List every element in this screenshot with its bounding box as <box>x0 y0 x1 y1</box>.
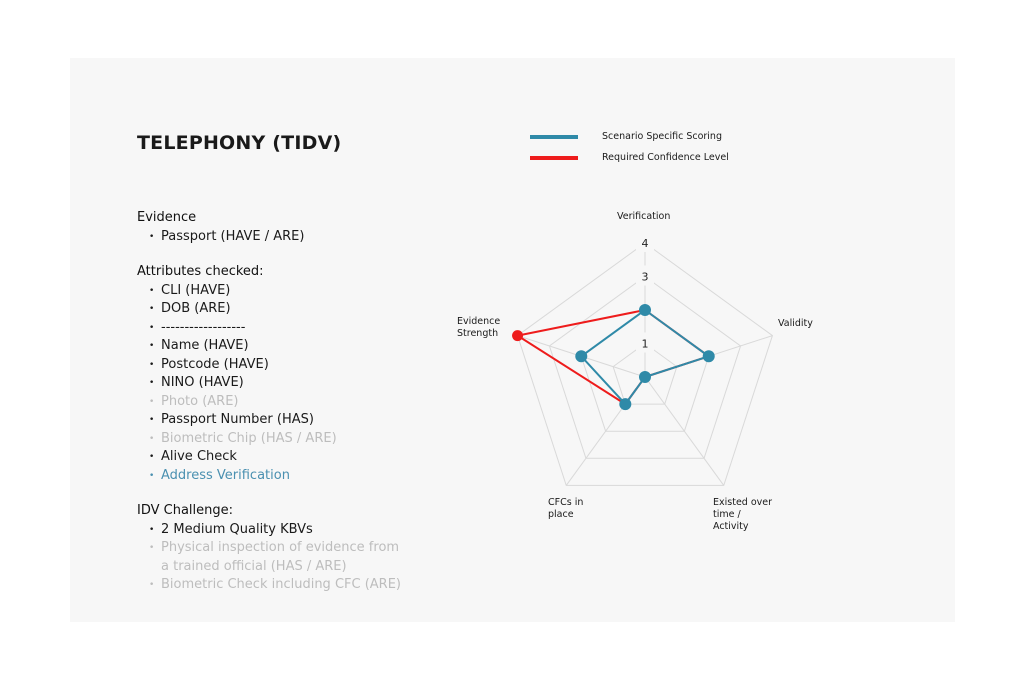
bullet-list: Passport (HAVE / ARE) <box>137 228 411 247</box>
list-item: Passport (HAVE / ARE) <box>149 228 411 247</box>
list-item: Biometric Check including CFC (ARE) <box>149 576 411 595</box>
list-item: CLI (HAVE) <box>149 282 411 301</box>
chart-legend: Scenario Specific Scoring Required Confi… <box>530 126 729 168</box>
tick-label-bg <box>636 232 654 252</box>
axis-label-validity: Validity <box>778 318 813 329</box>
bullet-list: CLI (HAVE)DOB (ARE)------------------Nam… <box>137 282 411 486</box>
list-item: 2 Medium Quality KBVs <box>149 521 411 540</box>
data-point <box>639 304 651 316</box>
grid-ring <box>612 342 678 405</box>
list-item: ------------------ <box>149 319 411 338</box>
section-heading: Evidence <box>137 210 197 225</box>
list-item: NINO (HAVE) <box>149 374 411 393</box>
data-point <box>575 350 588 363</box>
bullet-list: 2 Medium Quality KBVsPhysical inspection… <box>137 521 411 595</box>
legend-swatch <box>530 155 578 160</box>
legend-item-required: Required Confidence Level <box>530 147 729 168</box>
data-point <box>619 398 632 411</box>
list-section: IDV Challenge: 2 Medium Quality KBVsPhysi… <box>137 502 411 595</box>
list-item: Alive Check <box>149 448 411 467</box>
tick-label: 3 <box>642 271 649 284</box>
page-title: TELEPHONY (TIDV) <box>137 132 342 154</box>
grid-ring <box>548 275 742 459</box>
list-item: DOB (ARE) <box>149 300 411 319</box>
legend-label: Scenario Specific Scoring <box>602 131 722 142</box>
axis-label-cfcs: CFCs in place <box>548 497 584 520</box>
axis-label-verification: Verification <box>617 211 671 222</box>
section-heading: IDV Challenge: <box>137 503 234 518</box>
list-item: Address Verification <box>149 467 411 486</box>
tick-label: 4 <box>642 237 649 250</box>
legend-label: Required Confidence Level <box>602 152 729 163</box>
list-item: Biometric Chip (HAS / ARE) <box>149 430 411 449</box>
list-item: Physical inspection of evidence from a t… <box>149 539 411 576</box>
grid-ring <box>516 242 774 486</box>
section-heading: Attributes checked: <box>137 264 264 279</box>
requirements-list: Evidence Passport (HAVE / ARE) Attributes … <box>137 209 411 612</box>
axis-label-evidence: Evidence Strength <box>457 316 501 339</box>
axis-label-existed: Existed over time / Activity <box>713 497 773 532</box>
tick-label: 1 <box>642 338 649 351</box>
tick-label-bg <box>636 332 654 353</box>
list-item: Photo (ARE) <box>149 393 411 412</box>
list-item: Postcode (HAVE) <box>149 356 411 375</box>
list-item: Name (HAVE) <box>149 337 411 356</box>
data-point <box>702 350 715 363</box>
data-point <box>639 371 651 383</box>
list-section: Evidence Passport (HAVE / ARE) <box>137 209 411 246</box>
tick-label-bg <box>636 265 654 286</box>
grid-spoke <box>644 376 725 486</box>
legend-swatch <box>530 134 578 139</box>
series-line-scenario <box>579 308 711 406</box>
legend-item-scenario: Scenario Specific Scoring <box>530 126 729 147</box>
data-point <box>512 330 524 342</box>
list-item: Passport Number (HAS) <box>149 411 411 430</box>
list-section: Attributes checked: CLI (HAVE)DOB (ARE)--… <box>137 263 411 485</box>
